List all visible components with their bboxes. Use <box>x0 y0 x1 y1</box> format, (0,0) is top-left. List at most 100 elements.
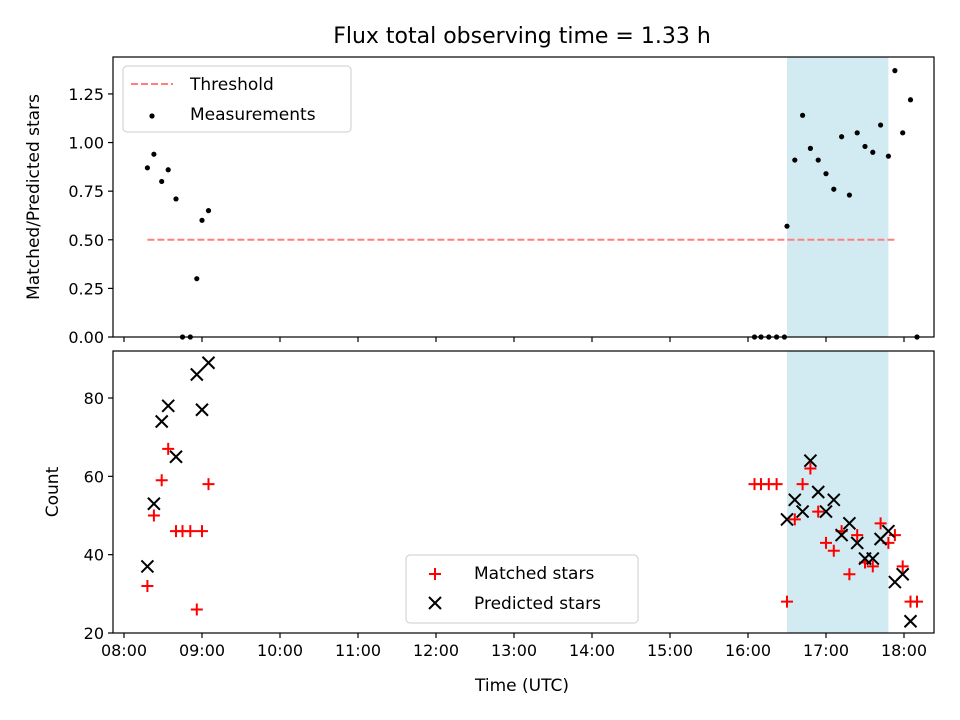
predicted-stars-point <box>842 516 857 531</box>
matched-stars-point <box>770 478 783 491</box>
measurement-point <box>159 178 165 185</box>
legend-measurement-label: Measurements <box>190 105 316 125</box>
predicted-stars-point <box>780 512 794 527</box>
axes-frame <box>112 56 935 338</box>
matched-stars-point <box>911 595 923 608</box>
legend-measurement-swatch <box>149 113 155 119</box>
measurement-point <box>144 165 150 171</box>
legend-box <box>405 554 639 624</box>
measurement-point <box>885 153 892 159</box>
y-tick-label: 0.25 <box>68 279 104 298</box>
matched-stars-point <box>888 529 901 542</box>
measurement-point <box>792 157 798 163</box>
measurement-point <box>199 217 205 223</box>
legend: Threshold Measurements <box>122 65 352 133</box>
xlabel: Time (UTC) <box>474 676 569 696</box>
matched-stars-point <box>190 603 203 616</box>
y-tick-label: 0.00 <box>68 328 104 347</box>
matched-stars-point <box>196 525 208 538</box>
measurement-point <box>173 196 179 202</box>
measurement-point <box>878 122 884 128</box>
x-tick-label: 10:00 <box>257 641 303 660</box>
measurement-point <box>815 157 821 163</box>
predicted-stars-point <box>834 528 849 542</box>
measurement-point <box>194 276 200 282</box>
top-panel: 0.00 0.25 0.50 0.75 1.00 1.25 Threshold Measure… <box>68 56 935 347</box>
predicted-stars-point <box>811 485 825 499</box>
y-tick-label: 80 <box>84 389 104 408</box>
y-tick-label: 60 <box>84 467 104 486</box>
matched-stars-point <box>781 595 793 608</box>
matched-stars-point <box>184 525 197 538</box>
matched-stars-point <box>874 517 887 530</box>
legend: Matched stars Predicted stars <box>405 554 639 624</box>
matched-stars-point <box>147 509 160 522</box>
measurement-point <box>151 151 157 157</box>
axes-frame <box>112 350 935 634</box>
legend-matched-label: Matched stars <box>474 564 594 584</box>
legend-threshold-label: Threshold <box>189 75 274 95</box>
predicted-stars-point <box>866 551 880 566</box>
predicted-stars-point <box>881 524 896 538</box>
legend-predicted-swatch <box>428 596 442 610</box>
x-tick-label: 08:00 <box>101 641 147 660</box>
predicted-stars-point <box>850 536 864 550</box>
matched-stars-point <box>896 560 909 573</box>
predicted-stars-point <box>788 493 802 507</box>
predicted-stars-point <box>195 403 209 417</box>
matched-stars-point <box>820 536 832 549</box>
matched-stars-point <box>812 505 825 518</box>
matched-stars-point <box>827 544 840 557</box>
x-tick-label: 15:00 <box>647 641 693 660</box>
bottom-panel: 20 40 60 80 08:00 09:00 10:00 11:00 12:00 13:00 14… <box>84 350 935 660</box>
measurement-point <box>784 223 790 229</box>
matched-stars-point <box>202 478 215 491</box>
x-tick-label: 12:00 <box>413 641 459 660</box>
matched-stars-point <box>788 513 801 526</box>
measurement-point <box>807 145 814 151</box>
x-tick-label: 11:00 <box>335 641 381 660</box>
legend-predicted-label: Predicted stars <box>474 594 601 614</box>
predicted-stars-point <box>895 567 910 581</box>
x-tick-label: 09:00 <box>179 641 225 660</box>
measurement-point <box>831 186 837 192</box>
highlight-span <box>787 57 889 337</box>
measurement-point <box>900 130 906 136</box>
predicted-stars-point <box>169 450 183 464</box>
measurement-point <box>846 192 853 198</box>
predicted-stars-point <box>903 614 918 628</box>
legend-box <box>122 65 352 133</box>
matched-stars-point <box>155 474 168 487</box>
predicted-stars-point <box>827 493 841 507</box>
ylabel-count: Count <box>43 466 63 517</box>
predicted-stars-point <box>201 356 216 370</box>
measurement-point <box>839 134 845 140</box>
y-tick-label: 0.50 <box>68 231 104 250</box>
x-tick-label: 16:00 <box>725 641 771 660</box>
chart-title: Flux total observing time = 1.33 h <box>333 24 711 49</box>
matched-stars-point <box>796 478 809 491</box>
measurement-point <box>165 167 171 173</box>
y-tick-label: 1.00 <box>68 134 104 153</box>
y-tick-label: 0.75 <box>68 182 104 201</box>
predicted-stars-point <box>140 559 155 574</box>
legend-matched-swatch <box>429 568 441 580</box>
predicted-stars-point <box>161 399 175 413</box>
predicted-stars-point <box>795 504 810 519</box>
x-tick-label: 17:00 <box>803 641 849 660</box>
matched-stars-point <box>804 462 817 475</box>
predicted-stars-point <box>154 414 169 429</box>
predicted-stars-point <box>147 497 161 511</box>
matched-stars-point <box>851 529 864 542</box>
y-tick-label: 1.25 <box>68 85 104 104</box>
matched-stars-point <box>866 560 879 573</box>
y-tick-label: 40 <box>84 546 104 565</box>
predicted-stars-point <box>803 453 818 468</box>
measurement-point <box>892 68 898 74</box>
measurement-point <box>854 130 860 136</box>
ylabel-ratio: Matched/Predicted stars <box>24 94 44 300</box>
measurement-point <box>800 112 806 118</box>
matched-stars-point <box>843 568 856 581</box>
x-tick-label: 18:00 <box>881 641 927 660</box>
